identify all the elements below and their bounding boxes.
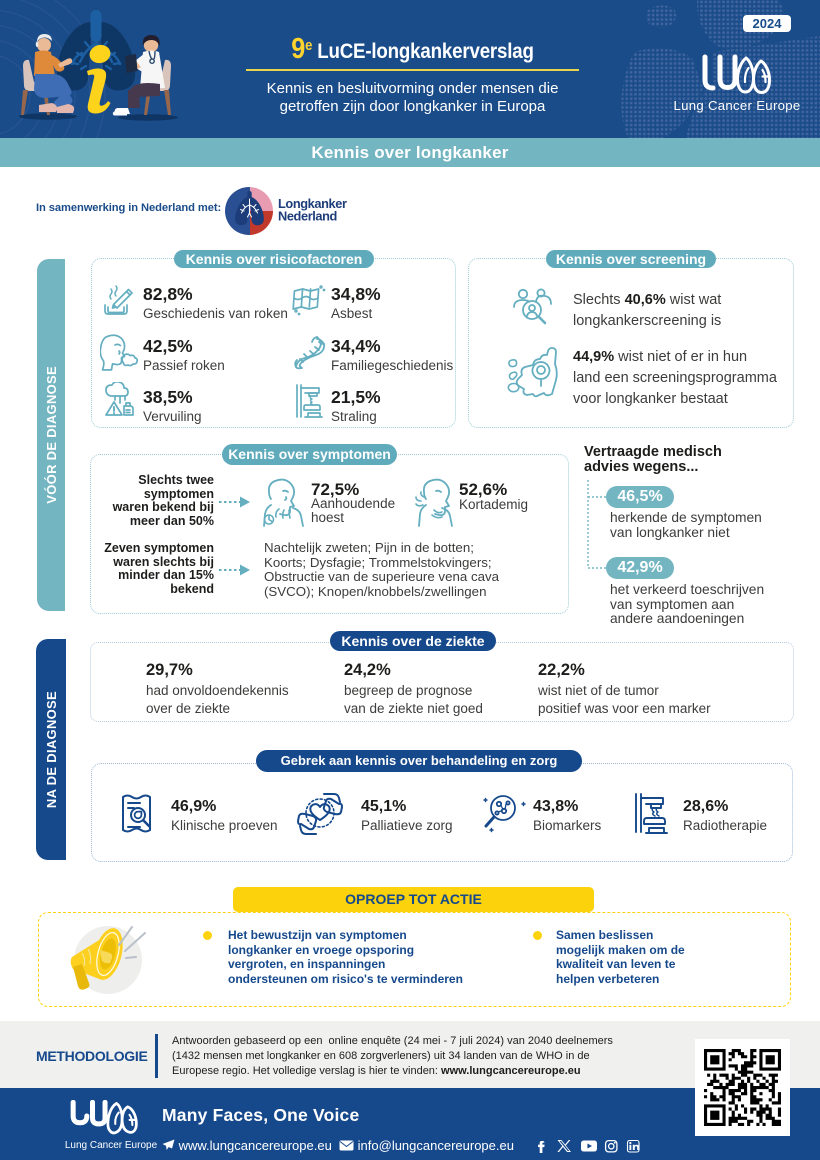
svg-text:Longkanker: Longkanker	[278, 196, 347, 211]
svg-text:Lung Cancer Europe: Lung Cancer Europe	[673, 98, 800, 113]
svg-text:Nederland: Nederland	[278, 209, 337, 224]
